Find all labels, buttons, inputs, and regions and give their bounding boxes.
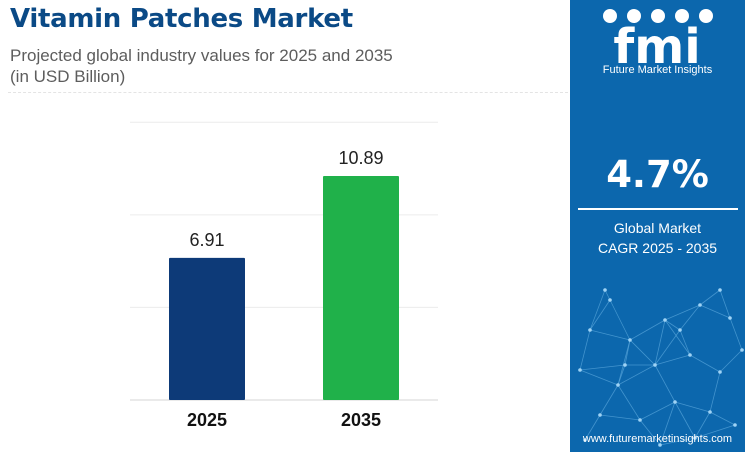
network-node [698, 303, 702, 307]
network-edge [609, 299, 631, 341]
chart-subtitle: Projected global industry values for 202… [10, 45, 550, 87]
network-edge [659, 437, 696, 446]
network-node [718, 370, 722, 374]
cagr-divider [578, 208, 738, 210]
network-edge [664, 304, 701, 321]
network-node [608, 298, 612, 302]
network-edge [659, 401, 676, 446]
network-node [603, 288, 607, 292]
network-edge [579, 329, 591, 371]
network-edge [617, 364, 656, 386]
network-edge [629, 319, 666, 341]
fmi-logo: fmi [603, 9, 713, 70]
network-edge [579, 369, 619, 386]
website-link[interactable]: www.futuremarketinsights.com [582, 433, 733, 445]
network-edge [694, 424, 736, 439]
network-edge [599, 384, 619, 416]
network-edge [709, 371, 721, 413]
network-edge [584, 414, 601, 441]
network-node [623, 363, 627, 367]
network-edge [699, 304, 731, 319]
network-edge [664, 319, 681, 331]
network-node [638, 418, 642, 422]
cagr-label: Global Market CAGR 2025 - 2035 [570, 218, 745, 258]
network-edge [617, 339, 631, 386]
data-label: 6.91 [189, 230, 224, 250]
cagr-label-line-2: CAGR 2025 - 2035 [597, 240, 718, 256]
network-edge [679, 304, 701, 331]
network-node [628, 338, 632, 342]
network-edge [729, 317, 743, 351]
network-edge [654, 319, 666, 366]
network-node [653, 363, 657, 367]
network-edge [674, 401, 711, 413]
network-edge [617, 384, 641, 421]
network-edge [639, 401, 676, 421]
network-node [658, 443, 662, 447]
network-node [733, 423, 737, 427]
cagr-value: 4.7% [606, 153, 709, 196]
network-node [616, 383, 620, 387]
network-edge [699, 289, 721, 306]
network-edge [654, 364, 676, 403]
network-edge [679, 329, 691, 356]
network-edge [664, 319, 691, 356]
bar-chart: 6.91 2025 10.89 2035 [130, 121, 438, 430]
bar [169, 257, 245, 400]
network-edge [654, 329, 681, 366]
chart-title: Vitamin Patches Market [10, 4, 353, 34]
network-edge [719, 349, 743, 373]
network-node [578, 368, 582, 372]
network-node [708, 410, 712, 414]
network-edge [589, 289, 606, 331]
logo-wordmark: fmi [613, 19, 700, 70]
bar [323, 175, 399, 400]
network-edge [604, 289, 611, 301]
network-node [718, 288, 722, 292]
brand-name: Future Market Insights [602, 64, 713, 76]
network-node [598, 413, 602, 417]
network-edge [629, 339, 656, 366]
network-node [740, 348, 744, 352]
network-edge [719, 289, 731, 319]
data-label: 10.89 [338, 148, 383, 168]
network-edge [674, 401, 696, 439]
network-node [673, 400, 677, 404]
cagr-label-line-1: Global Market [613, 220, 702, 236]
network-node [688, 353, 692, 357]
network-edge [694, 411, 711, 439]
network-edge [624, 339, 631, 366]
network-graphic [578, 288, 744, 447]
network-node [588, 328, 592, 332]
network-node [678, 328, 682, 332]
brand-sidebar: fmi Future Market Insights 4.7% Global M… [570, 0, 745, 452]
network-node [693, 436, 697, 440]
network-edge [654, 354, 691, 366]
network-node [728, 316, 732, 320]
network-edge [599, 414, 641, 421]
network-node [663, 318, 667, 322]
network-node [583, 438, 587, 442]
x-tick-label: 2035 [341, 410, 381, 430]
network-edge [709, 411, 736, 426]
network-edge [639, 419, 661, 446]
network-edge [579, 364, 626, 371]
network-edge [689, 354, 721, 373]
network-edge [617, 364, 626, 386]
network-edge [589, 329, 631, 341]
subtitle-line-1: Projected global industry values for 202… [10, 46, 393, 65]
network-edge [589, 299, 611, 331]
subtitle-line-2: (in USD Billion) [10, 67, 126, 86]
header-divider [8, 92, 568, 93]
x-tick-label: 2025 [187, 410, 227, 430]
